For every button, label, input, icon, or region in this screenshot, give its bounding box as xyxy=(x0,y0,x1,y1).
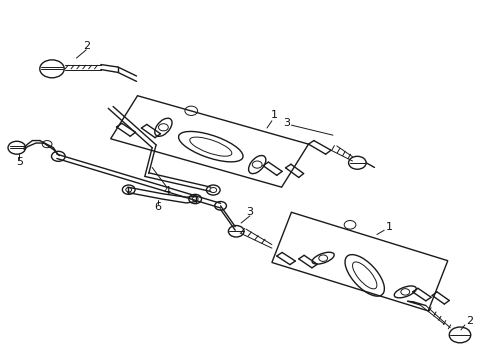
Text: 2: 2 xyxy=(466,316,473,325)
Text: 6: 6 xyxy=(154,202,162,212)
Text: 2: 2 xyxy=(83,41,90,50)
Text: 3: 3 xyxy=(246,207,253,217)
Text: 1: 1 xyxy=(386,222,392,231)
Text: 5: 5 xyxy=(16,157,23,167)
Text: 4: 4 xyxy=(163,186,171,197)
Text: 3: 3 xyxy=(283,118,290,128)
Text: 1: 1 xyxy=(271,111,278,121)
